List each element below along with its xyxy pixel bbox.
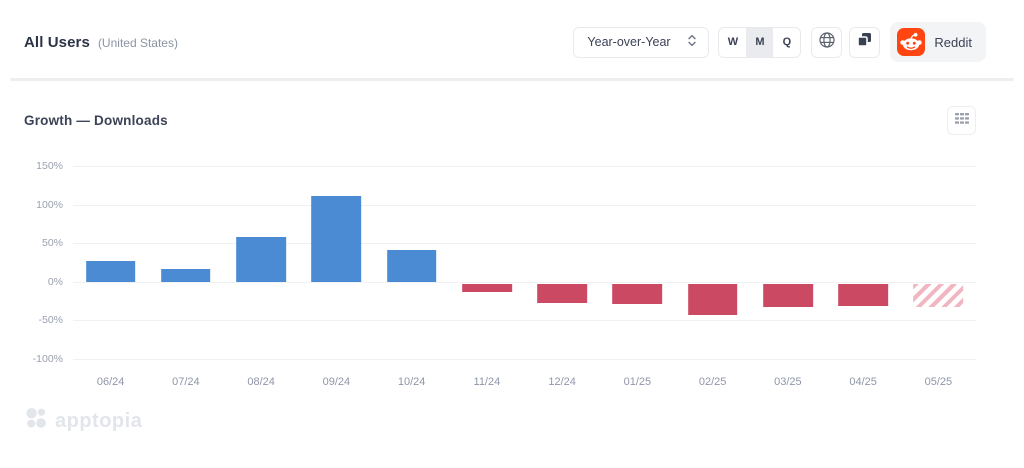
bar-11/24[interactable]: [462, 283, 512, 292]
granularity-option-w[interactable]: W: [719, 28, 746, 57]
x-axis-tick-label: 02/25: [698, 376, 727, 388]
bar-01/25[interactable]: [612, 283, 663, 305]
granularity-option-q[interactable]: Q: [773, 28, 800, 57]
bar-03/25[interactable]: [763, 283, 813, 308]
bar-slot: [525, 166, 600, 359]
bar-slot: [223, 166, 298, 359]
y-axis-tick-label: 100%: [36, 198, 63, 211]
y-axis-tick-label: 150%: [36, 160, 63, 172]
x-axis-tick-label: 08/24: [247, 376, 275, 388]
select-updown-icon: [687, 33, 697, 51]
bar-04/25[interactable]: [838, 283, 888, 306]
page-title: All Users: [24, 33, 90, 51]
y-axis-tick-label: 50%: [41, 237, 63, 250]
bar-07/24[interactable]: [161, 268, 211, 282]
bar-slot: [750, 166, 825, 359]
reddit-app-icon: [897, 28, 926, 56]
y-axis-tick-label: 0%: [47, 275, 63, 288]
bar-slot: [449, 166, 524, 359]
header: All Users (United States) Year-over-Year…: [0, 0, 1024, 78]
copy-icon: [856, 31, 873, 53]
compare-apps-button[interactable]: [849, 26, 881, 58]
y-axis-tick-label: -100%: [32, 353, 63, 365]
globe-button[interactable]: [811, 26, 843, 58]
bar-slot: [826, 166, 901, 359]
x-axis-tick-label: 07/24: [172, 376, 200, 388]
chart-title: Growth — Downloads: [24, 113, 168, 128]
brand-footer: apptopia: [25, 407, 1024, 435]
x-axis-tick-label: 10/24: [397, 376, 426, 388]
comparison-select[interactable]: Year-over-Year: [573, 26, 710, 58]
plot-area: 150% 100% 50% 0% -50% -100%: [33, 160, 976, 365]
bar-08/24[interactable]: [236, 237, 286, 282]
x-axis-labels: 06/24 07/24 08/24 09/24 10/24 11/24 12/24 01/25…: [73, 376, 976, 388]
x-axis-tick-label: 12/24: [548, 376, 576, 388]
app-selector-button[interactable]: Reddit: [890, 22, 986, 62]
view-as-table-button[interactable]: [947, 106, 976, 135]
bar-slot: [299, 166, 374, 359]
gridline: [73, 243, 976, 245]
granularity-option-m[interactable]: M: [746, 27, 774, 57]
bar-05/25[interactable]: [913, 283, 964, 308]
bar-06/24[interactable]: [85, 261, 136, 282]
bar-slot: [600, 166, 675, 359]
bar-slot: [148, 166, 223, 359]
page-subtitle: (United States): [97, 35, 178, 50]
bar-slot: [901, 166, 976, 359]
gridline: [73, 281, 976, 283]
bar-slot: [675, 166, 750, 359]
apptopia-logo-icon: [25, 407, 48, 435]
table-icon: [954, 112, 970, 130]
x-axis-tick-label: 04/25: [849, 376, 877, 388]
bar-10/24[interactable]: [386, 250, 437, 282]
globe-icon: [818, 31, 836, 54]
bar-slot: [374, 166, 449, 359]
header-controls: Year-over-Year W M Q: [573, 22, 986, 62]
y-axis-tick-label: -50%: [38, 314, 63, 327]
x-axis-tick-label: 03/25: [774, 376, 802, 388]
bar-09/24[interactable]: [311, 196, 362, 282]
header-divider: [10, 78, 1014, 81]
chart-header: Growth — Downloads: [0, 81, 1024, 135]
bar-02/25[interactable]: [687, 283, 738, 315]
x-axis-tick-label: 01/25: [623, 376, 652, 388]
granularity-toggle: W M Q: [718, 26, 802, 58]
gridline: [73, 320, 976, 322]
bar-slot: [73, 166, 148, 359]
x-axis-tick-label: 06/24: [96, 376, 125, 388]
app-selector-label: Reddit: [934, 34, 972, 50]
bar-12/24[interactable]: [537, 283, 587, 304]
x-axis-tick-label: 11/24: [473, 376, 501, 388]
gridline: [73, 204, 976, 206]
page-title-group: All Users (United States): [24, 34, 178, 51]
brand-name: apptopia: [55, 409, 143, 432]
gridline: [73, 359, 976, 360]
gridline: [73, 166, 976, 167]
x-axis-tick-label: 05/25: [924, 376, 953, 388]
x-axis-tick-label: 09/24: [322, 376, 351, 388]
comparison-select-value: Year-over-Year: [587, 35, 671, 49]
